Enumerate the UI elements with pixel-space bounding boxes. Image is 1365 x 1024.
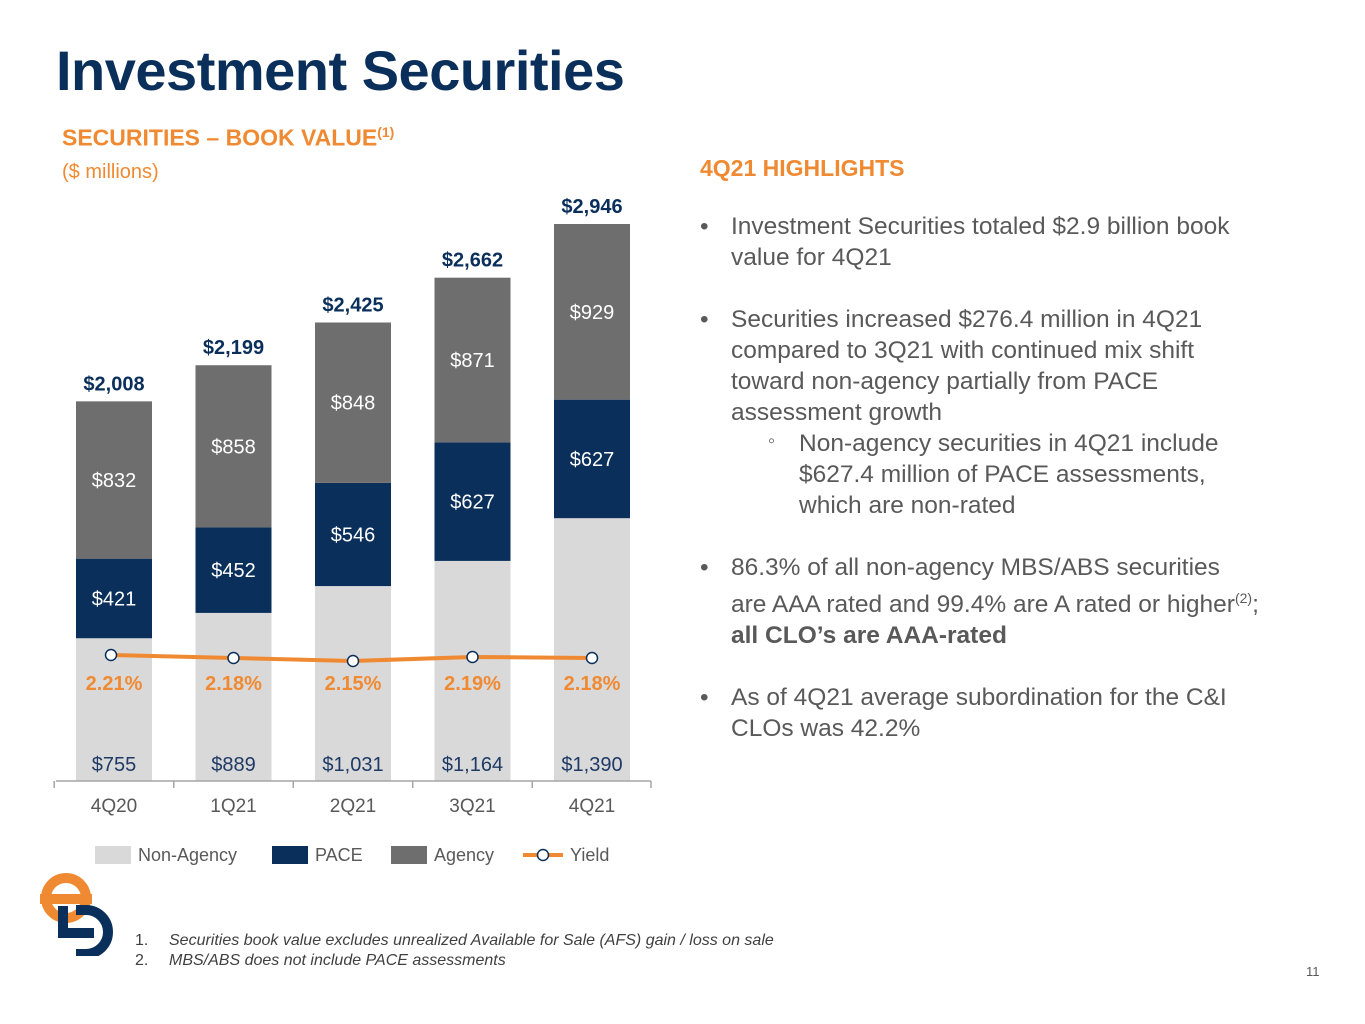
bar-segment-pace	[76, 558, 152, 639]
data-label: $627	[450, 492, 495, 514]
data-label: $1,390	[561, 754, 622, 776]
data-label: $421	[92, 588, 137, 610]
bar-segment-agency	[195, 365, 272, 528]
highlight-item: • Securities increased $276.4 million in…	[700, 304, 1260, 521]
legend-swatch	[272, 846, 308, 864]
bullet-icon: •	[700, 684, 709, 712]
highlight-separator: ;	[1252, 591, 1259, 619]
total-label: $2,425	[322, 295, 383, 317]
highlight-bold-text: all CLO’s are AAA-rated	[731, 622, 1007, 650]
bar-segment-pace	[315, 482, 391, 587]
yield-label: 2.18%	[205, 673, 262, 695]
yield-point	[227, 651, 240, 665]
yield-label: 2.15%	[325, 673, 382, 695]
bar-segment-agency	[434, 277, 511, 443]
legend-label: Non-Agency	[138, 845, 237, 865]
highlight-subitem-text: Non-agency securities in 4Q21 include $6…	[799, 430, 1219, 519]
total-label: $2,008	[83, 373, 144, 395]
yield-label: 2.18%	[564, 673, 621, 695]
yield-label: 2.19%	[444, 673, 501, 695]
data-label: $858	[211, 436, 256, 458]
bar-segment-non-agency	[315, 586, 391, 781]
sub-bullet-icon: ◦	[768, 430, 776, 452]
x-tick-label: 1Q21	[210, 796, 256, 817]
x-tick-label: 3Q21	[449, 796, 495, 817]
footnote-1: 1. Securities book value excludes unreali…	[135, 931, 774, 951]
bar-segment-non-agency	[434, 560, 511, 781]
x-tick-label: 4Q21	[569, 796, 615, 817]
highlight-subitem: ◦ Non-agency securities in 4Q21 include …	[700, 428, 1260, 521]
highlights-title: 4Q21 HIGHLIGHTS	[700, 155, 905, 181]
footnote-number: 2.	[135, 952, 149, 969]
chart-title-text: SECURITIES – BOOK VALUE	[62, 124, 378, 151]
footnote-number: 1.	[135, 932, 149, 949]
total-label: $2,199	[203, 337, 264, 359]
data-label: $889	[211, 754, 256, 776]
data-label: $871	[450, 350, 495, 372]
bar-segment-non-agency	[195, 612, 272, 781]
data-label: $1,164	[442, 754, 503, 776]
bar-segment-non-agency	[76, 638, 152, 781]
data-label: $848	[331, 393, 376, 415]
data-label: $627	[570, 449, 615, 471]
data-label: $832	[92, 470, 137, 492]
total-label: $2,946	[561, 196, 622, 218]
highlight-text: As of 4Q21 average subordination for the…	[731, 684, 1227, 743]
bar-segment-pace	[554, 399, 630, 519]
bar-segment-pace	[434, 442, 511, 561]
data-label: $546	[331, 524, 376, 546]
yield-point	[585, 651, 599, 665]
bar-segment-non-agency	[554, 518, 630, 781]
highlights-list: • Investment Securities totaled $2.9 bil…	[700, 211, 1260, 775]
legend-line-marker	[536, 848, 550, 862]
data-label: $755	[92, 754, 137, 776]
yield-point	[104, 648, 118, 662]
x-tick-label: 4Q20	[91, 796, 137, 817]
legend-swatch	[391, 846, 427, 864]
company-logo-icon	[40, 873, 113, 956]
highlight-text: 86.3% of all non-agency MBS/ABS securiti…	[731, 554, 1235, 619]
legend-label: Agency	[434, 845, 494, 865]
bullet-icon: •	[700, 554, 709, 581]
data-label: $929	[570, 302, 615, 324]
highlight-item: • As of 4Q21 average subordination for t…	[700, 682, 1260, 744]
yield-label: 2.21%	[86, 673, 143, 695]
bar-segment-agency	[76, 401, 152, 559]
legend-swatch	[95, 846, 131, 864]
highlight-text: Investment Securities totaled $2.9 billi…	[731, 213, 1230, 271]
bullet-icon: •	[700, 306, 709, 333]
legend-label: Yield	[570, 845, 609, 865]
yield-point	[346, 654, 360, 668]
bar-segment-agency	[554, 224, 630, 400]
footnote-text: MBS/ABS does not include PACE assessment…	[169, 952, 506, 969]
x-tick-label: 2Q21	[330, 796, 376, 817]
yield-point	[466, 650, 479, 664]
chart-title-footnote-ref: (1)	[377, 124, 395, 140]
data-label: $452	[211, 560, 256, 582]
chart-title: SECURITIES – BOOK VALUE(1)	[62, 124, 394, 152]
bar-segment-pace	[195, 527, 272, 613]
highlight-item: • Investment Securities totaled $2.9 bil…	[700, 211, 1260, 273]
total-label: $2,662	[442, 250, 503, 272]
highlight-text: Securities increased $276.4 million in 4…	[731, 306, 1203, 426]
bullet-icon: •	[700, 213, 709, 240]
data-label: $1,031	[322, 754, 383, 776]
securities-book-value-chart: $755 $421 $832 $2,008 4Q20 $889 $452 $858 $2,199…	[53, 196, 652, 865]
footnote-ref: (2)	[1234, 590, 1253, 606]
highlight-item: • 86.3% of all non-agency MBS/ABS securi…	[700, 552, 1260, 651]
footnote-text: Securities book value excludes unrealize…	[169, 932, 774, 949]
footnote-2: 2. MBS/ABS does not include PACE assessme…	[135, 951, 774, 971]
footnotes: 1. Securities book value excludes unreali…	[135, 931, 774, 971]
page-title: Investment Securities	[56, 39, 625, 102]
legend-label: PACE	[315, 845, 363, 865]
chart-units: ($ millions)	[62, 161, 159, 183]
page-number: 11	[1306, 964, 1320, 979]
bar-segment-agency	[315, 322, 391, 483]
